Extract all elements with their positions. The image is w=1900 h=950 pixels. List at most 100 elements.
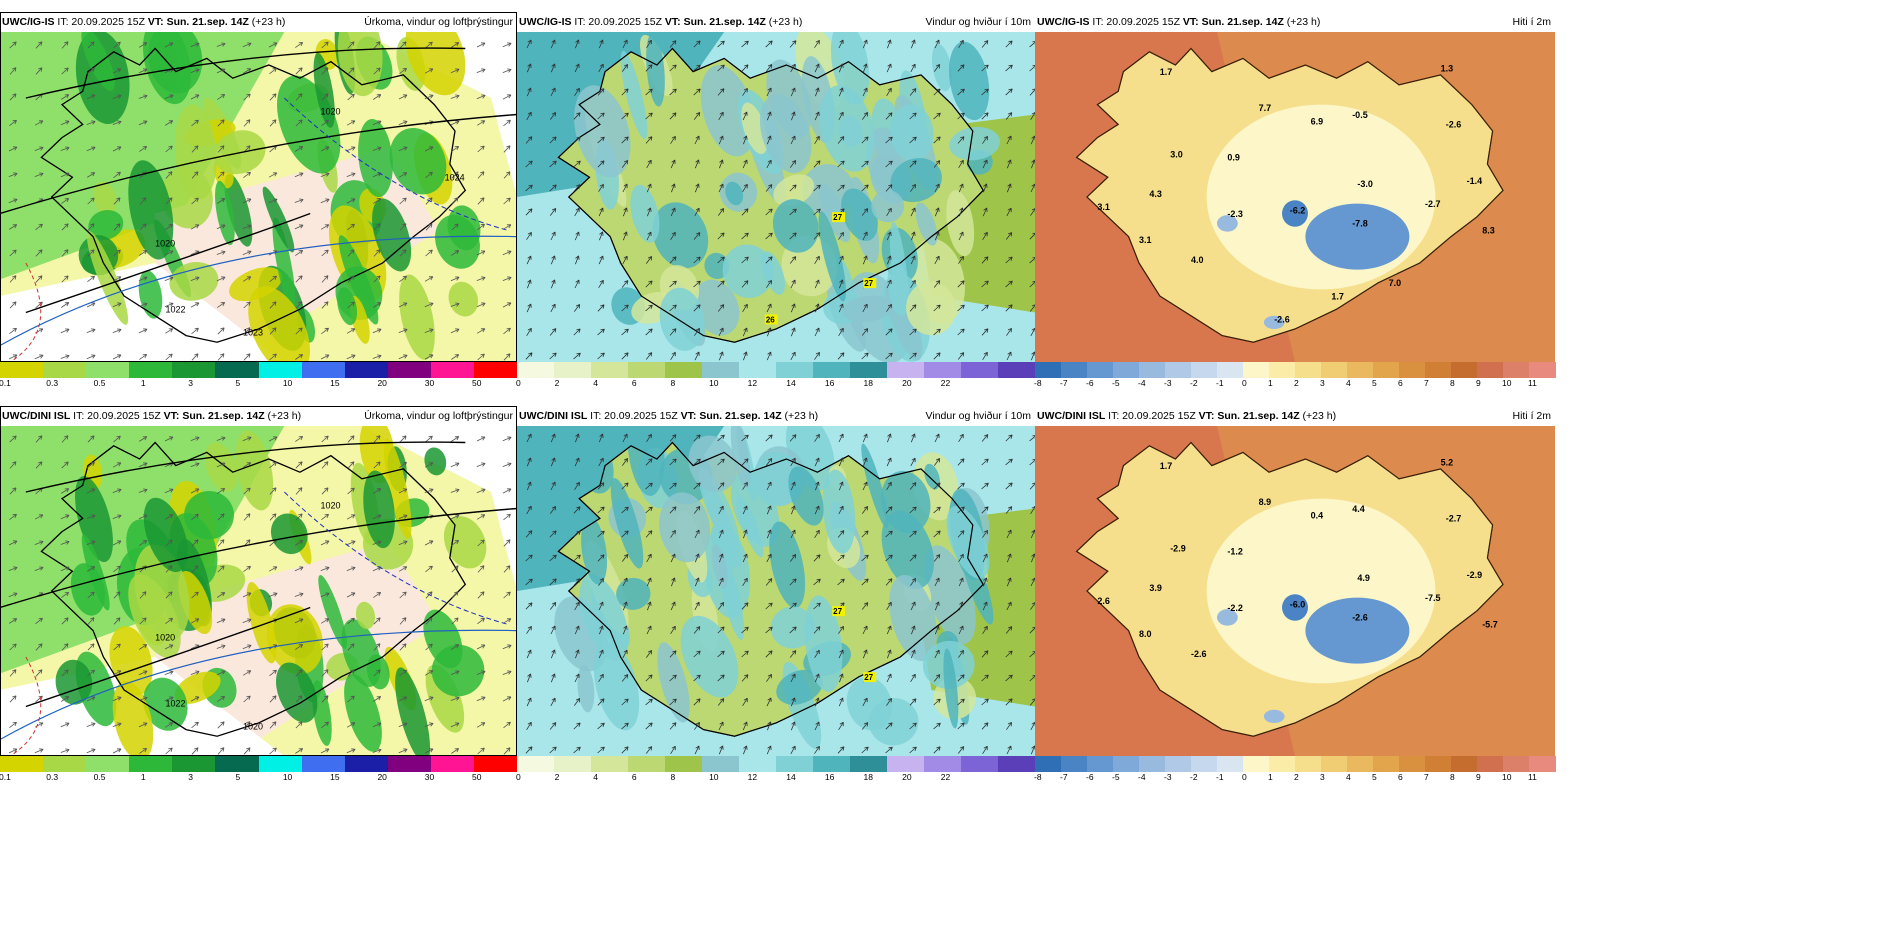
legend-tick-label: 4 bbox=[593, 378, 598, 388]
temperature-label: -1.2 bbox=[1227, 547, 1243, 557]
wind-barbs bbox=[8, 41, 512, 361]
legend-tick-label: 5 bbox=[235, 772, 241, 782]
legend-tick-label: 0.5 bbox=[93, 772, 106, 782]
isobar-label: 1020 bbox=[155, 239, 175, 249]
legend-tick-label: 20 bbox=[377, 772, 387, 782]
valid-time: VT: Sun. 21.sep. 14Z bbox=[1182, 16, 1284, 28]
temperature-label: 4.9 bbox=[1357, 573, 1370, 583]
temperature-label: -2.6 bbox=[1352, 613, 1368, 623]
panel-header: UWC/DINI ISL IT: 20.09.2025 15Z VT: Sun.… bbox=[517, 406, 1035, 426]
legend-swatch bbox=[1295, 362, 1322, 378]
legend-swatch bbox=[86, 756, 130, 772]
temp-map[interactable]: 1.7 1.3 7.7 6.9 -0.5 -2.6 3.0 0.9 -1.4 4.3 -3.0 3.1… bbox=[1035, 32, 1555, 362]
coastline bbox=[557, 47, 984, 343]
legend-ticks: 0 2 4 6 8 10 12 14 16 18 20 22 bbox=[516, 772, 1035, 784]
precip-color-legend bbox=[0, 756, 518, 772]
legend-swatch bbox=[628, 756, 666, 772]
temperature-label: -2.6 bbox=[1446, 120, 1462, 130]
legend-ticks: -8 -7 -6 -5 -4 -3 -2 -1 0 1 2 3 4 5 6 7 8 9 10 11 bbox=[1034, 378, 1555, 390]
map-area[interactable]: 1.7 1.3 7.7 6.9 -0.5 -2.6 3.0 0.9 -1.4 4.3 -3.0 3.1… bbox=[1035, 32, 1555, 362]
legend-swatch bbox=[591, 756, 629, 772]
legend-swatch bbox=[702, 362, 740, 378]
legend-tick-label: -3 bbox=[1164, 772, 1172, 782]
legend-tick-label: -1 bbox=[1216, 378, 1224, 388]
legend-swatch bbox=[850, 756, 888, 772]
legend-tick-label: 2 bbox=[1294, 772, 1299, 782]
temperature-label: 1.7 bbox=[1331, 291, 1344, 301]
precip-map[interactable]: 1020 1020 1022 1023 1024 bbox=[0, 32, 517, 362]
legend-swatch bbox=[1191, 756, 1218, 772]
legend-tick-label: 8 bbox=[670, 378, 676, 388]
highland-zone bbox=[1206, 104, 1436, 290]
temp-map[interactable]: 1.7 5.2 8.9 0.4 4.4 -2.7 -2.9 -1.2 -2.9 3.9 4.9 2.6… bbox=[1035, 426, 1555, 756]
legend-tick-label: 4 bbox=[1346, 378, 1351, 388]
precip-color-legend bbox=[0, 362, 518, 378]
temperature-label: -2.2 bbox=[1227, 603, 1243, 613]
legend-tick-label: 0.3 bbox=[46, 772, 59, 782]
legend-tick-label: 11 bbox=[1528, 772, 1537, 782]
temperature-label: 3.0 bbox=[1170, 149, 1183, 159]
temperature-label: 3.9 bbox=[1149, 583, 1162, 593]
wind-map[interactable]: 27 27 26 bbox=[517, 32, 1035, 362]
map-area[interactable]: 1.7 5.2 8.9 0.4 4.4 -2.7 -2.9 -1.2 -2.9 3.9 4.9 2.6… bbox=[1035, 426, 1555, 756]
legend-swatch bbox=[1243, 362, 1270, 378]
legend-swatch bbox=[1113, 362, 1140, 378]
legend-swatch bbox=[1061, 362, 1088, 378]
legend-tick-label: -2 bbox=[1190, 772, 1198, 782]
lead-time: (+23 h) bbox=[248, 16, 286, 28]
temperature-label: 8.0 bbox=[1139, 629, 1152, 639]
isobar-label: 1020 bbox=[321, 107, 341, 117]
map-area[interactable]: 27 27 26 bbox=[517, 32, 1035, 362]
wind-map[interactable]: 27 27 bbox=[517, 426, 1035, 756]
legend-swatch bbox=[1321, 756, 1348, 772]
gust-label: 27 bbox=[833, 213, 842, 222]
temperature-label: 4.0 bbox=[1191, 255, 1204, 265]
forecast-panel-temp: UWC/IG-IS IT: 20.09.2025 15Z VT: Sun. 21… bbox=[1034, 12, 1556, 390]
legend-tick-label: 16 bbox=[824, 378, 835, 388]
legend-swatch bbox=[430, 756, 475, 772]
legend-swatch bbox=[813, 362, 851, 378]
map-area[interactable]: 1020 1020 1022 1020 bbox=[0, 426, 517, 756]
glacier-vatnajokull bbox=[1305, 597, 1410, 664]
legend-tick-label: 30 bbox=[424, 772, 435, 782]
legend-tick-label: 2 bbox=[554, 378, 560, 388]
glacier-myrdalsjokull bbox=[1263, 315, 1285, 329]
lead-time: (+23 h) bbox=[1299, 410, 1337, 422]
model-name: UWC/DINI ISL bbox=[2, 410, 71, 422]
legend-tick-label: -1 bbox=[1216, 772, 1224, 782]
legend-tick-label: -5 bbox=[1112, 378, 1120, 388]
legend-tick-label: 9 bbox=[1476, 378, 1481, 388]
glacier-hofsjokull bbox=[1282, 200, 1308, 227]
precip-map[interactable]: 1020 1020 1022 1020 bbox=[0, 426, 517, 756]
wind-speed-cells bbox=[574, 32, 1001, 362]
legend-swatch bbox=[1139, 362, 1166, 378]
legend-swatch bbox=[215, 756, 259, 772]
legend-swatch bbox=[1373, 756, 1400, 772]
temperature-label: -3.0 bbox=[1357, 179, 1373, 189]
legend-swatch bbox=[1477, 362, 1504, 378]
legend-swatch bbox=[517, 362, 555, 378]
legend-swatch bbox=[1165, 362, 1192, 378]
map-area[interactable]: 1020 1020 1022 1023 1024 bbox=[0, 32, 517, 362]
legend-swatch bbox=[258, 756, 303, 772]
legend-swatch bbox=[1165, 756, 1192, 772]
legend-swatch bbox=[344, 362, 389, 378]
map-area[interactable]: 27 27 bbox=[517, 426, 1035, 756]
panel-header: UWC/DINI ISL IT: 20.09.2025 15Z VT: Sun.… bbox=[0, 406, 517, 426]
panel-header: UWC/IG-IS IT: 20.09.2025 15Z VT: Sun. 21… bbox=[0, 12, 517, 32]
legend-tick-label: 1 bbox=[1268, 378, 1273, 388]
legend-swatch bbox=[1503, 362, 1530, 378]
legend-swatch bbox=[1217, 362, 1244, 378]
legend-swatch bbox=[739, 362, 777, 378]
legend-swatch bbox=[1191, 362, 1218, 378]
legend-tick-label: 0.5 bbox=[93, 378, 106, 388]
legend-tick-label: 10 bbox=[282, 378, 293, 388]
isobars bbox=[0, 441, 517, 756]
temperature-label: 1.7 bbox=[1160, 461, 1173, 471]
legend-tick-label: 14 bbox=[786, 378, 796, 388]
legend-tick-label: 1 bbox=[140, 772, 146, 782]
legend-tick-label: 16 bbox=[824, 772, 835, 782]
legend-tick-label: 5 bbox=[1372, 772, 1377, 782]
legend-swatch bbox=[924, 756, 962, 772]
legend-swatch bbox=[776, 756, 814, 772]
